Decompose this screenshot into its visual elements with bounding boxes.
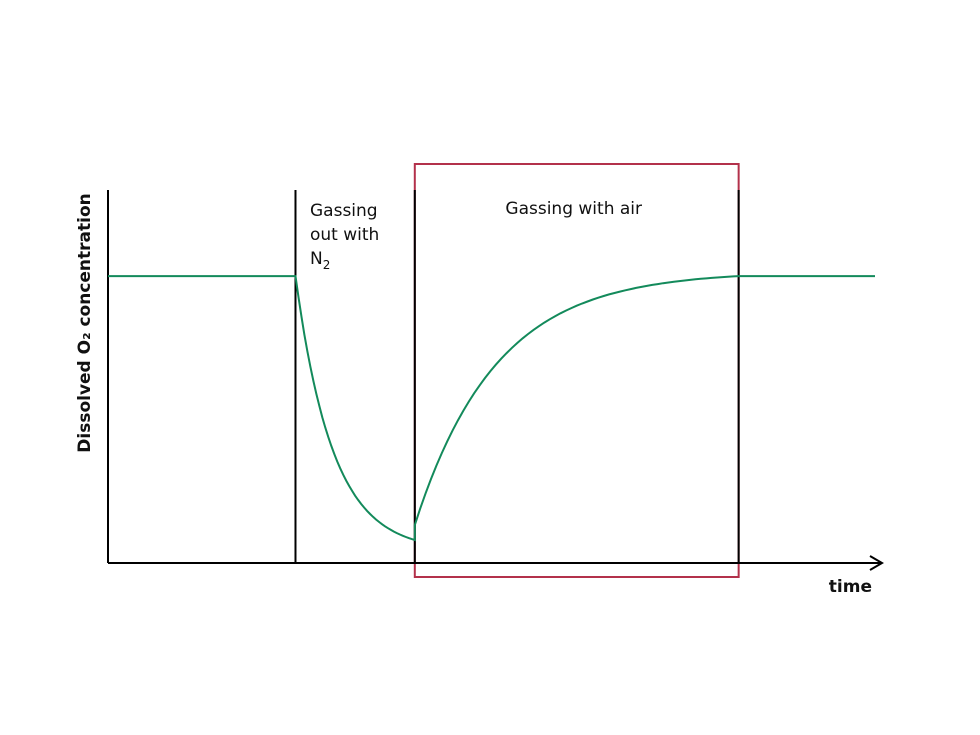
n2-subscript: 2 <box>323 258 331 272</box>
y-axis-title: Dissolved O₂ concentration <box>75 193 95 452</box>
o2-concentration-series-line <box>108 275 876 542</box>
n2-formula: N <box>310 249 323 269</box>
n2-phase-label-line-3: N2 <box>310 249 330 272</box>
air-phase-highlight-box <box>413 163 740 578</box>
air-phase-label: Gassing with air <box>505 199 642 219</box>
x-axis-arrowhead <box>869 555 884 571</box>
n2-phase-label-line-2: out with <box>310 225 379 245</box>
x-axis-title: time <box>829 577 872 597</box>
n2-phase-label-line-1: Gassing <box>310 201 378 221</box>
